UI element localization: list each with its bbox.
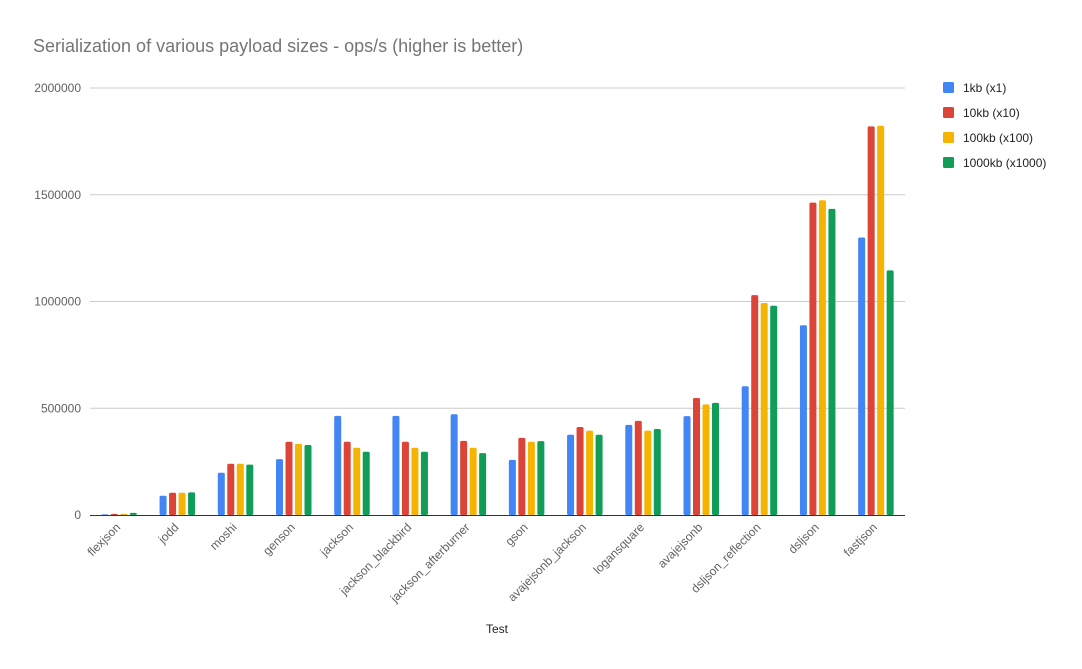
y-tick-label: 1000000 <box>34 295 81 309</box>
bar-jackson-0 <box>334 415 342 515</box>
bar-flexjson-3 <box>129 512 137 515</box>
x-tick-label: flexjson <box>85 520 124 559</box>
bar-gson-3 <box>537 441 545 515</box>
bar-logansquare-1 <box>634 420 642 515</box>
bar-jackson_afterburner-2 <box>469 447 477 515</box>
x-tick-label: moshi <box>207 520 240 553</box>
bar-dsljson-1 <box>809 202 817 515</box>
legend-swatch <box>943 82 954 93</box>
bar-flexjson-0 <box>101 514 109 515</box>
y-tick-label: 0 <box>74 508 81 522</box>
bar-fastjson-1 <box>867 126 875 516</box>
bar-avajejsonb_jackson-1 <box>576 427 584 515</box>
bar-genson-2 <box>295 443 302 515</box>
x-tick-label: gson <box>502 520 530 548</box>
bar-logansquare-3 <box>653 428 661 515</box>
x-tick-label: avajejsonb <box>655 520 706 571</box>
bar-avajejsonb-2 <box>702 404 710 515</box>
bar-gson-0 <box>508 459 516 515</box>
bar-dsljson_reflection-0 <box>741 386 749 515</box>
bar-avajejsonb-3 <box>712 402 719 515</box>
bar-jodd-2 <box>178 492 186 515</box>
bar-jackson-2 <box>353 447 361 515</box>
bar-jackson-1 <box>343 441 351 515</box>
x-tick-label: fastjson <box>841 520 880 559</box>
legend-swatch <box>943 107 954 118</box>
legend-label: 1000kb (x1000) <box>963 156 1046 170</box>
x-axis-ticks: flexjson jodd moshi genson jacksonjackson_bl… <box>85 520 880 606</box>
bar-jodd-3 <box>188 492 196 515</box>
x-tick-label: dsljson <box>785 520 821 556</box>
bar-dsljson-0 <box>799 325 807 515</box>
bar-dsljson-2 <box>818 200 826 515</box>
gridlines <box>90 87 905 409</box>
y-tick-label: 2000000 <box>34 81 81 95</box>
bar-avajejsonb_jackson-2 <box>586 430 594 515</box>
x-axis-label: Test <box>486 622 509 636</box>
bar-jackson_afterburner-0 <box>450 414 458 515</box>
y-axis-ticks: 0 500000 1000000 1500000 2000000 <box>34 81 81 522</box>
bar-fastjson-2 <box>877 125 885 516</box>
chart-title: Serialization of various payload sizes -… <box>33 36 523 56</box>
bar-flexjson-1 <box>110 513 118 515</box>
x-tick-label: jodd <box>155 520 182 547</box>
x-tick-label: genson <box>260 520 298 558</box>
bar-avajejsonb-0 <box>683 416 691 515</box>
bar-jackson_blackbird-0 <box>392 415 400 515</box>
bar-flexjson-2 <box>120 513 128 515</box>
bars <box>101 125 894 516</box>
bar-logansquare-0 <box>625 424 633 515</box>
legend-swatch <box>943 132 954 143</box>
bar-genson-1 <box>285 441 293 515</box>
bar-gson-1 <box>518 437 526 515</box>
legend-label: 100kb (x100) <box>963 131 1033 145</box>
bar-jackson_blackbird-3 <box>420 451 428 515</box>
bar-logansquare-2 <box>644 430 652 515</box>
x-tick-label: logansquare <box>591 520 648 577</box>
bar-dsljson-3 <box>828 208 836 515</box>
bar-avajejsonb_jackson-3 <box>595 434 603 515</box>
bar-fastjson-0 <box>858 237 866 515</box>
bar-genson-3 <box>304 444 312 515</box>
bar-dsljson_reflection-3 <box>770 305 778 515</box>
bar-dsljson_reflection-2 <box>760 302 768 515</box>
legend-swatch <box>943 157 954 168</box>
y-tick-label: 1500000 <box>34 188 81 202</box>
legend-label: 1kb (x1) <box>963 81 1006 95</box>
bar-jackson_blackbird-2 <box>411 447 419 515</box>
x-tick-label: jackson <box>317 520 356 559</box>
bar-moshi-3 <box>246 464 254 515</box>
bar-gson-2 <box>527 441 535 515</box>
bar-jackson_blackbird-1 <box>401 441 409 515</box>
legend: 1kb (x1) 10kb (x10) 100kb (x100) 1000kb (x1… <box>943 81 1046 170</box>
bar-jackson_afterburner-3 <box>479 453 487 515</box>
bar-jackson_afterburner-1 <box>460 440 468 515</box>
bar-dsljson_reflection-1 <box>751 295 759 515</box>
bar-jackson-3 <box>362 451 370 515</box>
legend-label: 10kb (x10) <box>963 106 1020 120</box>
bar-avajejsonb_jackson-0 <box>567 434 575 515</box>
bar-fastjson-3 <box>886 270 894 515</box>
bar-moshi-0 <box>217 472 225 515</box>
bar-genson-0 <box>276 459 283 515</box>
bar-jodd-1 <box>169 492 177 515</box>
bar-moshi-1 <box>227 463 235 515</box>
bar-jodd-0 <box>159 495 167 515</box>
bar-moshi-2 <box>236 463 244 515</box>
y-tick-label: 500000 <box>41 401 81 415</box>
bar-avajejsonb-1 <box>693 398 700 515</box>
